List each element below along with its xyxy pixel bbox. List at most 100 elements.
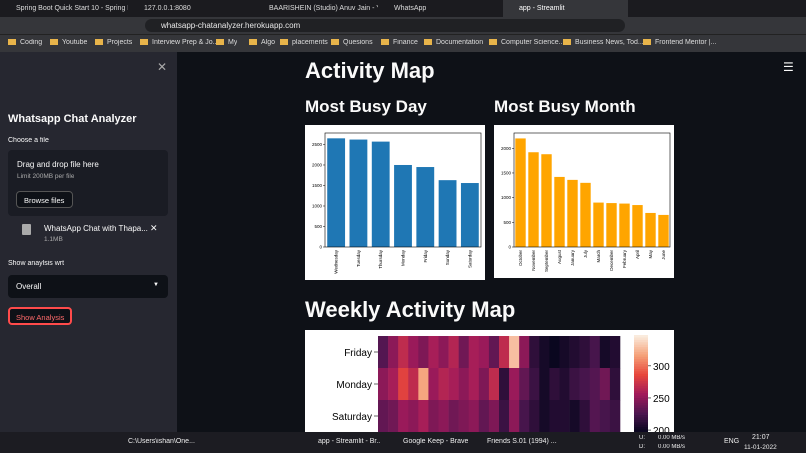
heatmap-cell	[609, 400, 621, 432]
plot-frame	[324, 132, 482, 248]
bookmark[interactable]: Documentation	[424, 39, 483, 46]
heatmap-cell	[509, 400, 520, 432]
show-analysis-button[interactable]: Show Analysis	[8, 307, 72, 325]
tab[interactable]: 127.0.0.1:8080	[144, 5, 191, 12]
drop-text: Drag and drop file here	[17, 160, 99, 169]
x-tick-label: November	[531, 250, 536, 271]
heatmap-cell	[529, 368, 540, 401]
heatmap-cell	[428, 400, 439, 432]
close-icon[interactable]: ✕	[157, 60, 168, 74]
address-bar[interactable]: whatsapp-chatanalyzer.herokuapp.com	[145, 19, 625, 32]
bar	[619, 203, 630, 247]
colorbar-step	[634, 344, 648, 348]
x-tick-label: March	[596, 250, 601, 263]
heatmap-cell	[478, 336, 490, 369]
taskbar-item[interactable]: Google Keep - Brave	[403, 438, 469, 445]
heatmap-cell	[488, 368, 500, 401]
heatmap-cell	[458, 336, 470, 369]
heatmap-cell	[398, 400, 409, 432]
y-tick-label: 2500	[312, 142, 323, 147]
label: Choose a file	[8, 137, 49, 144]
heatmap-cell	[589, 336, 601, 369]
x-tick-label: October	[518, 250, 523, 267]
bookmark[interactable]: Frontend Mentor |...	[643, 39, 716, 46]
taskbar-item[interactable]: Friends S.01 (1994) ...	[487, 438, 557, 445]
heatmap-cell	[468, 400, 480, 432]
heatmap-cell	[559, 336, 570, 369]
heatmap-cell	[579, 400, 591, 432]
heatmap-cell	[579, 336, 591, 369]
taskbar	[0, 432, 806, 453]
clock-date: 11-01-2022	[744, 444, 777, 451]
heatmap-cell	[519, 336, 530, 369]
bookmark[interactable]: My	[216, 39, 237, 46]
bookmark[interactable]: Youtube	[50, 39, 87, 46]
colorbar-step	[634, 385, 648, 389]
heatmap-cell	[428, 336, 439, 369]
heatmap-cell	[478, 400, 490, 432]
heatmap-cell	[418, 368, 429, 401]
x-tick-label: December	[609, 250, 614, 271]
tab-active[interactable]: app - Streamlit	[503, 0, 628, 17]
tab[interactable]: WhatsApp	[394, 5, 427, 12]
bookmark[interactable]: Finance	[381, 39, 418, 46]
x-tick-label: Saturday	[467, 249, 472, 268]
colorbar-step	[634, 347, 648, 351]
subheading: Most Busy Day	[305, 97, 427, 116]
colorbar-step	[634, 415, 648, 418]
x-tick-label: Tuesday	[356, 249, 361, 267]
heatmap-cell	[408, 400, 419, 432]
x-tick-label: September	[544, 250, 549, 273]
bookmark[interactable]: Interview Prep & Jo...	[140, 39, 219, 46]
taskbar-item[interactable]: C:\Users\ishan\One...	[128, 438, 195, 445]
bar	[528, 152, 539, 247]
file-icon	[22, 224, 31, 235]
y-tick-label: 1000	[312, 203, 323, 208]
menu-icon[interactable]: ☰	[783, 60, 794, 74]
bookmark[interactable]: Computer Science...	[489, 39, 564, 46]
heatmap-cell	[408, 368, 419, 401]
colorbar-step	[634, 427, 648, 431]
y-tick-label: 0	[508, 245, 511, 250]
bar	[658, 214, 669, 247]
heatmap-cell	[499, 368, 510, 401]
y-tick-label: 2000	[312, 162, 323, 167]
bar	[460, 183, 479, 247]
tab[interactable]: Spring Boot Quick Start 10 - Spring Bo	[16, 5, 128, 12]
taskbar-item[interactable]: app - Streamlit - Br...	[318, 438, 380, 445]
heatmap-cell	[499, 336, 510, 369]
bookmark[interactable]: Quesions	[331, 39, 373, 46]
heatmap-cell	[559, 368, 570, 401]
bookmark[interactable]: Coding	[8, 39, 42, 46]
heatmap-cell	[569, 368, 580, 401]
select[interactable]: Overall	[8, 275, 168, 298]
y-tick-label: Friday	[344, 348, 372, 359]
heatmap-cell	[539, 368, 550, 401]
bar	[371, 141, 390, 247]
bookmark[interactable]: Projects	[95, 39, 132, 46]
x-tick-label: January	[570, 249, 575, 266]
bookmark[interactable]: Business News, Tod...	[563, 39, 644, 46]
colorbar-step	[634, 381, 648, 384]
colorbar-label: 200	[653, 426, 670, 432]
heatmap-cell	[569, 336, 580, 369]
x-tick-label: May	[648, 249, 653, 258]
heatmap-cell	[418, 400, 429, 432]
x-tick-label: June	[661, 250, 666, 260]
browse-button[interactable]: Browse files	[16, 191, 73, 208]
remove-file[interactable]: ✕	[150, 223, 158, 233]
bookmark[interactable]: placements	[280, 39, 328, 46]
language: ENG	[724, 438, 740, 445]
heatmap-cell	[438, 336, 449, 369]
colorbar-step	[634, 417, 648, 421]
bookmark[interactable]: Algo	[249, 39, 275, 46]
colorbar-step	[634, 393, 648, 397]
heatmap-cell	[589, 400, 601, 432]
colorbar-step	[634, 368, 648, 372]
colorbar-step	[634, 398, 648, 401]
colorbar-step	[634, 388, 648, 392]
tab[interactable]: BAARISHEIN (Studio) Anuv Jain - Y	[269, 5, 378, 12]
heatmap-cell	[458, 400, 470, 432]
heatmap-cell	[398, 368, 409, 401]
select-arrow: ▼	[153, 282, 159, 288]
